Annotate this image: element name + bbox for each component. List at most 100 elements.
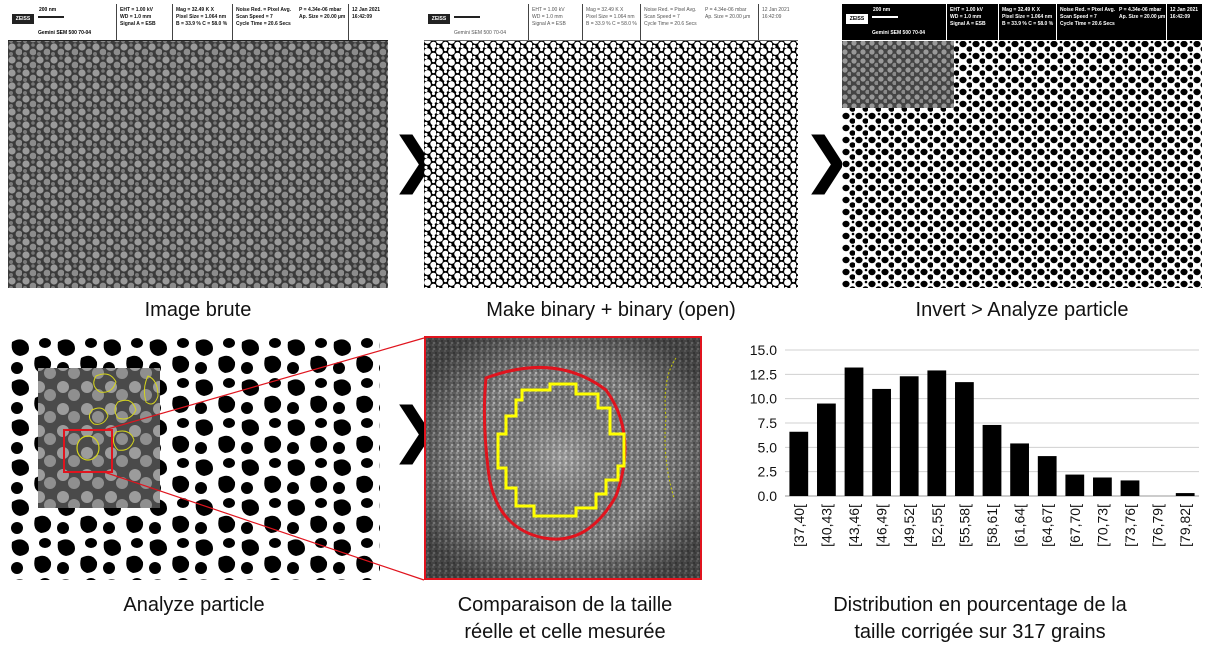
x-tick-label: [61,64[: [1012, 504, 1028, 547]
bar: [955, 382, 974, 496]
inset-raw-thumbnail: [842, 40, 954, 108]
x-tick-label: [76,79[: [1150, 504, 1166, 547]
x-tick-label: [64,67[: [1039, 504, 1055, 547]
inverted-image: ZEISS 200 nm Gemini SEM 500 70-04 EHT = …: [842, 4, 1202, 288]
binary-image: ZEISS Gemini SEM 500 70-04 EHT = 1.00 kV…: [424, 4, 798, 288]
sem-col-pressure: P = 4.34e-06 mbar Ap. Size = 20.00 µm: [702, 4, 758, 40]
sem-info-bar-dark: ZEISS 200 nm Gemini SEM 500 70-04 EHT = …: [842, 4, 1202, 41]
x-tick-label: [73,76[: [1122, 504, 1138, 547]
bar: [1037, 456, 1057, 496]
sem-text: Scan Speed = 7: [1060, 14, 1097, 20]
x-tick-label: [40,43[: [818, 504, 834, 547]
inverted-texture: [842, 4, 1202, 288]
sem-text: B = 33.9 % C = 58.0 %: [1002, 21, 1054, 27]
sem-col-eht: EHT = 1.00 kV WD = 1.0 mm Signal A = ESB: [116, 4, 172, 40]
measured-size-outline: [496, 382, 626, 518]
sem-info-bar: ZEISS 200 nm Gemini SEM 500 70-04 EHT = …: [8, 4, 388, 41]
sem-text: Scan Speed = 7: [644, 14, 680, 20]
sem-text: EHT = 1.00 kV: [950, 7, 983, 13]
sem-text: Signal A = ESB: [950, 21, 986, 27]
sem-text: P = 4.34e-06 mbar: [1119, 7, 1162, 13]
zoom-connector: [103, 337, 425, 581]
sem-text: 12 Jan 2021: [762, 7, 790, 13]
bar: [1175, 493, 1195, 496]
zeiss-logo: ZEISS: [846, 14, 868, 24]
sem-col-mag: Mag = 32.49 K X Pixel Size = 1.064 nm B …: [172, 4, 232, 40]
sem-text: 12 Jan 2021: [1170, 7, 1199, 13]
sem-text: Scan Speed = 7: [236, 14, 273, 20]
device-label: Gemini SEM 500 70-04: [872, 30, 926, 36]
sem-text: B = 33.9 % C = 58.0 %: [586, 21, 637, 27]
device-label: Gemini SEM 500 70-04: [454, 30, 506, 36]
sem-text: Mag = 32.49 K X: [586, 7, 624, 13]
x-tick-label: [49,52[: [901, 504, 917, 547]
analyze-texture: [8, 336, 380, 580]
scale-bar: [454, 16, 480, 18]
sem-col-eht: EHT = 1.00 kV WD = 1.0 mm Signal A = ESB: [528, 4, 582, 40]
sem-text: WD = 1.0 mm: [120, 14, 152, 20]
sem-text: Signal A = ESB: [120, 21, 156, 27]
bar: [982, 424, 1002, 496]
bar: [927, 370, 947, 496]
sem-text: Ap. Size = 20.00 µm: [705, 14, 751, 20]
sem-text: Pixel Size = 1.064 nm: [586, 14, 635, 20]
y-tick-label: 0.0: [758, 488, 778, 504]
y-tick-label: 15.0: [750, 342, 777, 358]
bar: [844, 367, 864, 496]
scale-label: 200 nm: [39, 7, 57, 13]
sem-col-noise: Noise Red. = Pixel Avg. Scan Speed = 7 C…: [232, 4, 296, 40]
bar: [1120, 480, 1140, 496]
y-tick-label: 10.0: [750, 391, 777, 407]
sem-text: Cycle Time = 20.6 Secs: [644, 21, 697, 27]
sem-text: B = 33.9 % C = 58.0 %: [176, 21, 228, 27]
comparison-image: [424, 336, 702, 580]
sem-col-date: 12 Jan 2021 16:42:09: [348, 4, 388, 40]
sem-text: Signal A = ESB: [532, 21, 566, 27]
x-tick-label: [58,61[: [984, 504, 1000, 547]
caption-distribution-line2: taille corrigée sur 317 grains: [854, 621, 1106, 643]
sem-col-date: 12 Jan 2021 16:42:09: [758, 4, 798, 40]
y-tick-label: 5.0: [758, 439, 778, 455]
x-tick-label: [46,49[: [874, 504, 890, 547]
x-tick-label: [79,82[: [1177, 504, 1193, 547]
y-tick-label: 12.5: [750, 366, 777, 382]
real-size-outline: [482, 365, 627, 541]
sem-text: Pixel Size = 1.064 nm: [176, 14, 227, 20]
zoom-selection-box: [63, 429, 113, 473]
x-tick-label: [67,70[: [1067, 504, 1083, 547]
sem-text: Mag = 32.49 K X: [176, 7, 214, 13]
comparison-texture: [426, 338, 700, 578]
raw-texture: [8, 4, 388, 288]
sem-col-noise: Noise Red. = Pixel Avg. Scan Speed = 7 C…: [1056, 4, 1116, 40]
sem-text: P = 4.34e-06 mbar: [299, 7, 342, 13]
caption-distribution: Distribution en pourcentage de la taille…: [760, 592, 1200, 646]
measured-particle-outline: [76, 435, 100, 461]
sem-col-eht: EHT = 1.00 kV WD = 1.0 mm Signal A = ESB: [946, 4, 998, 40]
sem-text: Cycle Time = 20.6 Secs: [1060, 21, 1115, 27]
sem-text: Pixel Size = 1.064 nm: [1002, 14, 1053, 20]
caption-analyze: Analyze particle: [123, 594, 265, 616]
sem-text: 16:42:09: [352, 14, 373, 20]
sem-text: EHT = 1.00 kV: [120, 7, 153, 13]
bar: [899, 376, 919, 496]
y-tick-label: 2.5: [758, 464, 778, 480]
scale-bar: [38, 16, 64, 18]
sem-text: Noise Red. = Pixel Avg.: [1060, 7, 1116, 13]
caption-inverted: Invert > Analyze particle: [915, 299, 1129, 321]
bar: [1093, 477, 1112, 496]
y-tick-label: 7.5: [758, 415, 778, 431]
bar: [1010, 443, 1029, 496]
caption-comparison-line2: réelle et celle mesurée: [464, 621, 666, 643]
sem-text: Cycle Time = 20.6 Secs: [236, 21, 291, 27]
x-tick-label: [70,73[: [1094, 504, 1110, 547]
x-tick-label: [43,46[: [846, 504, 862, 547]
bar: [789, 431, 809, 496]
scale-bar: [872, 16, 898, 18]
sem-text: Mag = 32.49 K X: [1002, 7, 1040, 13]
bar: [1065, 474, 1085, 496]
zeiss-logo: ZEISS: [12, 14, 34, 24]
device-label: Gemini SEM 500 70-04: [38, 30, 92, 36]
sem-text: 16:42:09: [1170, 14, 1191, 20]
sem-text: WD = 1.0 mm: [532, 14, 563, 20]
zeiss-logo: ZEISS: [428, 14, 450, 24]
